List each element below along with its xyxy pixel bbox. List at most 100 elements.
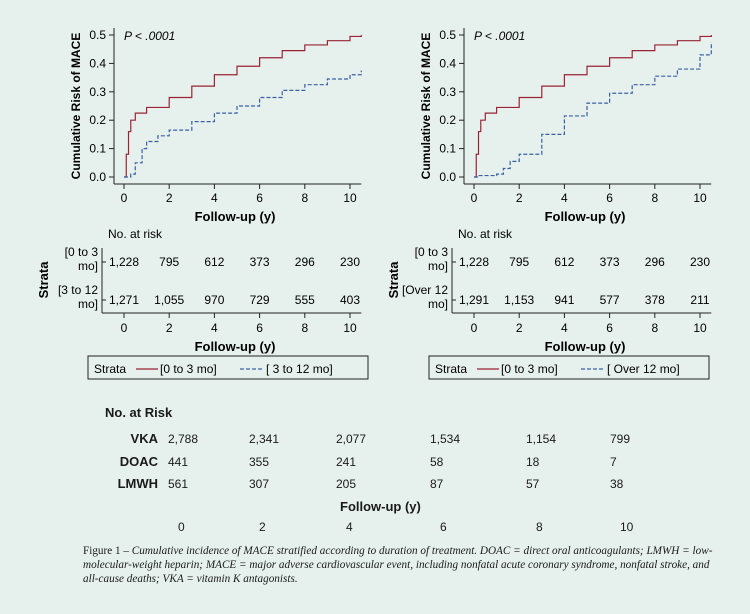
overall-risk-value: 2,341 <box>249 432 280 446</box>
overall-risk-x-tick-label: 10 <box>620 520 634 534</box>
risk-x-tick-label: 0 <box>121 321 128 335</box>
risk-value: 211 <box>690 293 709 307</box>
y-tick-label: 0.3 <box>89 85 106 99</box>
overall-risk-value: 441 <box>168 455 189 469</box>
overall-risk-value: 7 <box>610 455 617 469</box>
y-tick-label: 0.5 <box>439 28 456 42</box>
y-tick-label: 0.1 <box>439 142 456 156</box>
risk-value: 795 <box>509 255 529 269</box>
overall-risk-value: 87 <box>430 477 444 491</box>
risk-value: 230 <box>690 255 710 269</box>
y-tick-label: 0.4 <box>439 56 456 70</box>
legend-title: Strata <box>94 362 126 376</box>
caption-text: Cumulative incidence of MACE stratified … <box>83 545 713 585</box>
overall-risk-value: 799 <box>610 432 631 446</box>
x-tick-label: 4 <box>561 191 568 205</box>
y-tick-label: 0.5 <box>89 28 106 42</box>
risk-value: 970 <box>204 293 224 307</box>
x-tick-label: 4 <box>211 191 218 205</box>
legend-entry-1: [ Over 12 mo] <box>607 362 680 376</box>
risk-value: 577 <box>600 293 620 307</box>
risk-x-tick-label: 0 <box>471 321 478 335</box>
series-line-comparison <box>474 42 712 178</box>
x-axis-title: Follow-up (y) <box>545 209 626 224</box>
risk-row-label-line2: mo] <box>428 259 448 273</box>
overall-risk-x-tick-label: 8 <box>536 520 543 534</box>
risk-value: 230 <box>340 255 360 269</box>
caption-prefix: Figure 1 – <box>83 545 132 557</box>
x-tick-label: 0 <box>471 191 478 205</box>
x-tick-label: 8 <box>651 191 658 205</box>
risk-row-label-line1: [3 to 12 <box>58 283 98 297</box>
risk-x-tick-label: 10 <box>693 321 707 335</box>
overall-risk-row-label: DOAC <box>119 454 158 469</box>
risk-x-tick-label: 8 <box>301 321 308 335</box>
y-tick-label: 0.4 <box>89 56 106 70</box>
legend-title: Strata <box>435 362 467 376</box>
risk-row-label-line1: [0 to 3 <box>65 245 99 259</box>
legend-box <box>87 355 369 380</box>
overall-risk-value: 241 <box>336 455 357 469</box>
overall-risk-value: 2,788 <box>168 432 199 446</box>
risk-value: 1,291 <box>459 293 489 307</box>
overall-risk-x-tick-label: 4 <box>346 520 353 534</box>
overall-risk-x-tick-label: 0 <box>178 520 185 534</box>
risk-value: 296 <box>295 255 315 269</box>
overall-risk-value: 57 <box>526 477 540 491</box>
risk-value: 373 <box>600 255 620 269</box>
x-tick-label: 10 <box>343 191 357 205</box>
overall-risk-x-tick-label: 2 <box>259 520 266 534</box>
legend-box <box>428 355 710 380</box>
x-tick-label: 6 <box>256 191 263 205</box>
risk-value: 1,153 <box>504 293 534 307</box>
risk-value: 373 <box>250 255 270 269</box>
series-line-comparison <box>124 70 362 178</box>
overall-risk-value: 58 <box>430 455 444 469</box>
y-tick-label: 0.3 <box>439 85 456 99</box>
y-tick-label: 0.2 <box>439 113 456 127</box>
risk-value: 1,055 <box>154 293 184 307</box>
risk-value: 1,271 <box>109 293 139 307</box>
risk-x-tick-label: 4 <box>561 321 568 335</box>
x-tick-label: 8 <box>301 191 308 205</box>
legend-entry-0: [0 to 3 mo] <box>160 362 217 376</box>
risk-row-label-line2: mo] <box>78 259 98 273</box>
overall-risk-value: 18 <box>526 455 540 469</box>
risk-row-label-line2: mo] <box>428 297 448 311</box>
risk-value: 296 <box>645 255 665 269</box>
y-axis-title: Cumulative Risk of MACE <box>419 33 433 180</box>
legend-entry-0: [0 to 3 mo] <box>501 362 558 376</box>
figure-caption: Figure 1 – Cumulative incidence of MACE … <box>83 544 723 586</box>
risk-x-tick-label: 4 <box>211 321 218 335</box>
strata-label: Strata <box>386 261 401 299</box>
risk-x-tick-label: 2 <box>166 321 173 335</box>
p-value-annotation: P < .0001 <box>474 29 525 43</box>
overall-risk-value: 355 <box>249 455 270 469</box>
x-tick-label: 6 <box>606 191 613 205</box>
risk-x-axis-title: Follow-up (y) <box>545 339 626 354</box>
right-km-chart: 0.0 0.1 0.2 0.3 0.4 0.5 0 2 4 6 8 10 Follow-up (y) Cu… <box>386 28 712 380</box>
series-line-0-to-3-mo <box>474 35 712 178</box>
x-tick-label: 10 <box>693 191 707 205</box>
risk-value: 1,228 <box>459 255 489 269</box>
y-tick-label: 0.0 <box>89 170 106 184</box>
overall-risk-value: 307 <box>249 477 270 491</box>
risk-value: 403 <box>340 293 360 307</box>
overall-risk-value: 1,154 <box>526 432 557 446</box>
y-tick-label: 0.1 <box>89 142 106 156</box>
left-km-chart: 0.0 0.1 0.2 0.3 0.4 0.5 0 2 4 6 8 10 Follow-up (y) Cu… <box>36 28 369 380</box>
risk-row-label-line1: [Over 12 <box>402 283 448 297</box>
risk-value: 729 <box>250 293 270 307</box>
risk-x-tick-label: 8 <box>651 321 658 335</box>
overall-risk-value: 561 <box>168 477 189 491</box>
risk-value: 1,228 <box>109 255 139 269</box>
risk-row-label-line2: mo] <box>78 297 98 311</box>
overall-risk-row-label: LMWH <box>117 476 158 491</box>
x-tick-label: 0 <box>121 191 128 205</box>
x-tick-label: 2 <box>516 191 523 205</box>
risk-value: 555 <box>295 293 315 307</box>
risk-table-title: No. at risk <box>458 227 513 241</box>
risk-value: 612 <box>554 255 574 269</box>
risk-value: 612 <box>204 255 224 269</box>
overall-risk-xlabel: Follow-up (y) <box>340 499 421 514</box>
